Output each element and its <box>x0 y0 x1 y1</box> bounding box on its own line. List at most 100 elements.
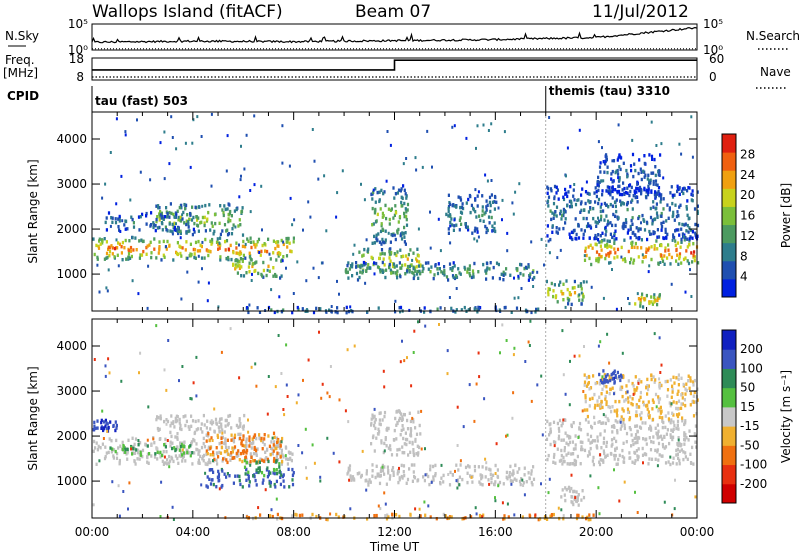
velocity-scatter-cell <box>693 390 696 395</box>
velocity-scatter-cell <box>457 468 460 472</box>
right-labels: N.Search Nave <box>746 29 800 89</box>
velocity-scatter-cell <box>596 381 599 385</box>
power-scatter-cell <box>599 234 602 238</box>
power-scatter-cell <box>125 257 128 261</box>
power-scatter-cell <box>617 172 620 176</box>
velocity-sparse-cell <box>511 416 514 420</box>
velocity-scatter-cell <box>230 433 233 437</box>
velocity-scatter-cell <box>93 439 96 444</box>
velocity-sparse-cell <box>346 348 349 352</box>
power-sparse-cell <box>611 268 613 271</box>
velocity-scatter-cell <box>100 426 103 430</box>
velocity-scatter-cell <box>614 373 617 378</box>
power-sparse-cell <box>513 296 516 300</box>
velocity-sparse-cell <box>382 369 385 373</box>
power-scatter-cell <box>459 205 462 210</box>
velocity-scatter-cell <box>603 373 606 377</box>
power-sparse-cell <box>293 218 296 222</box>
velocity-scatter-cell <box>423 478 426 483</box>
power-sparse-cell <box>325 229 328 233</box>
velocity-scatter-cell <box>170 414 173 418</box>
power-scatter-cell <box>685 249 688 253</box>
power-sparse-cell <box>414 156 417 160</box>
time-tick-label: 00:00 <box>75 525 110 539</box>
power-scatter-cell <box>612 159 616 163</box>
velocity-scatter-cell <box>260 436 263 441</box>
velocity-sparse-cell <box>674 478 676 482</box>
velocity-scatter-cell <box>615 462 618 466</box>
power-scatter-cell <box>126 227 129 231</box>
power-scatter-cell <box>194 205 197 209</box>
velocity-scatter-cell <box>412 450 415 455</box>
power-sparse-cell <box>490 122 493 126</box>
power-scatter-cell <box>599 255 602 259</box>
power-scatter-cell <box>505 267 508 271</box>
velocity-sparse-cell <box>608 361 611 365</box>
velocity-scatter-cell <box>630 444 633 448</box>
velocity-scatter-cell <box>610 376 613 381</box>
velocity-scatter-cell <box>613 409 616 413</box>
velocity-scatter-cell <box>275 454 278 458</box>
power-scatter-cell <box>596 221 600 225</box>
power-scatter-cell <box>486 266 489 270</box>
power-scatter-cell <box>649 215 653 220</box>
velocity-scatter-cell <box>620 375 623 379</box>
velocity-scatter-cell <box>169 459 172 463</box>
power-scatter-cell <box>105 240 108 244</box>
velocity-scatter-cell <box>176 445 179 450</box>
date-title: 11/Jul/2012 <box>592 2 689 22</box>
velocity-sparse-cell <box>597 420 600 424</box>
power-scatter-cell <box>204 237 207 242</box>
velocity-scatter-cell <box>671 411 674 415</box>
power-scatter-cell <box>375 236 378 240</box>
velocity-scatter-cell <box>272 443 275 447</box>
power-scatter-cell <box>242 239 245 244</box>
power-scatter-cell <box>160 211 163 215</box>
power-sparse-cell <box>197 254 200 258</box>
velocity-scatter-cell <box>602 421 605 425</box>
power-scatter-cell <box>527 263 530 267</box>
power-scatter-cell <box>566 204 569 208</box>
velocity-scatter-cell <box>687 438 690 442</box>
velocity-scatter-cell <box>664 445 668 449</box>
velocity-sparse-cell <box>540 374 543 378</box>
power-sparse-cell <box>363 198 366 202</box>
velocity-scatter-cell <box>626 407 630 411</box>
power-scatter-cell <box>404 231 407 235</box>
velocity-scatter-cell <box>372 434 375 438</box>
power-scatter-cell <box>257 271 260 276</box>
velocity-scatter-cell <box>223 441 226 445</box>
velocity-scatter-cell <box>584 396 587 400</box>
power-sparse-cell <box>517 274 520 278</box>
power-scatter-cell <box>424 261 428 265</box>
power-scatter-cell <box>618 184 621 188</box>
power-sparse-cell <box>617 176 620 180</box>
power-scatter-cell <box>208 203 211 207</box>
power-scatter-cell <box>186 213 189 217</box>
power-sparse-cell <box>129 198 132 202</box>
velocity-scatter-cell <box>650 373 653 378</box>
velocity-scatter-cell <box>485 467 488 471</box>
velocity-scatter-cell <box>265 456 268 460</box>
velocity-scatter-cell <box>622 375 625 380</box>
velocity-scatter-cell <box>657 441 661 446</box>
power-scatter-cell <box>158 206 161 210</box>
power-scatter-cell <box>651 218 654 222</box>
velocity-scatter-cell <box>545 437 549 441</box>
power-scatter-cell <box>158 248 161 252</box>
power-scatter-cell <box>629 227 632 231</box>
velocity-scatter-cell <box>384 514 387 518</box>
velocity-scatter-cell <box>618 399 621 404</box>
velocity-scatter-cell <box>634 451 637 455</box>
power-scatter-cell <box>210 221 213 225</box>
power-scatter-cell <box>194 256 197 260</box>
power-scatter-cell <box>114 217 117 221</box>
velocity-scatter-cell <box>667 417 670 421</box>
velocity-scatter-cell <box>609 387 612 392</box>
power-scatter-cell <box>403 201 406 206</box>
velocity-scatter-cell <box>291 514 294 518</box>
power-scatter-cell <box>616 168 619 173</box>
power-scatter-cell <box>250 258 253 262</box>
velocity-sparse-cell <box>254 362 257 366</box>
power-scatter-cell <box>687 230 690 234</box>
